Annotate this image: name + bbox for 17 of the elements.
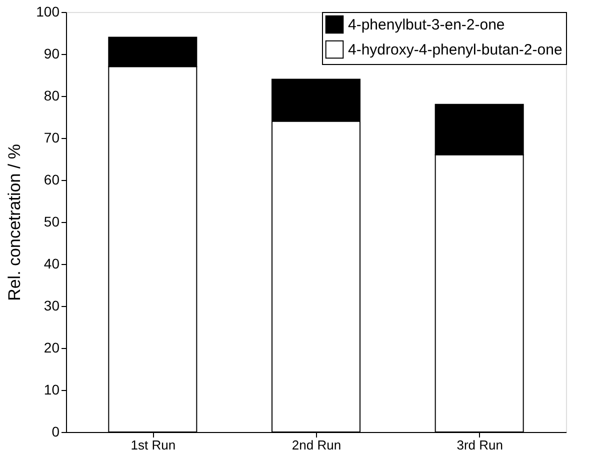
y-tick-label: 80	[44, 88, 60, 104]
y-axis-title: Rel. concetration / %	[5, 144, 24, 301]
x-tick-label: 2nd Run	[292, 438, 342, 452]
legend-label: 4-hydroxy-4-phenyl-butan-2-one	[348, 42, 562, 58]
y-tick-label: 20	[44, 340, 60, 356]
y-tick-label: 10	[44, 382, 60, 398]
y-tick-label: 100	[36, 4, 60, 20]
y-tick-label: 40	[44, 256, 60, 272]
x-tick-label: 1st Run	[130, 438, 176, 452]
y-tick-label: 30	[44, 298, 60, 314]
legend-label: 4-phenylbut-3-en-2-one	[348, 16, 505, 34]
y-tick-label: 0	[52, 424, 60, 440]
y-tick-label: 70	[44, 130, 60, 146]
y-tick-label: 60	[44, 172, 60, 188]
y-tick-label: 90	[44, 46, 60, 62]
x-tick-label: 3rd Run	[456, 438, 503, 452]
y-tick-label: 50	[44, 214, 60, 230]
